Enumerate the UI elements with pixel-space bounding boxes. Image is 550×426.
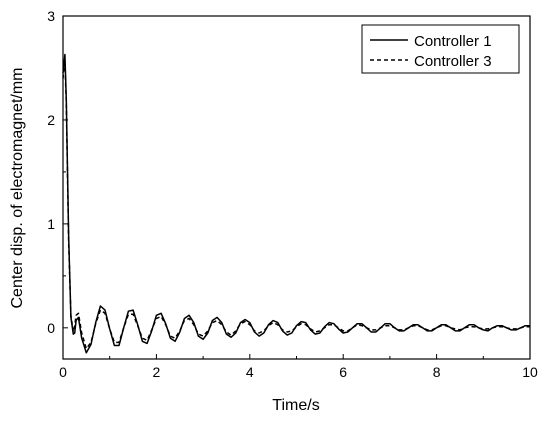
series-lines <box>62 53 530 354</box>
legend-box <box>361 24 520 74</box>
y-tick-label: 3 <box>47 8 55 24</box>
axis-tick-labels: 0 2 4 6 8 10 0 1 2 3 <box>47 8 538 380</box>
series-line-controller-1 <box>62 53 530 354</box>
series-line-controller-3 <box>62 58 530 350</box>
x-tick-label: 2 <box>153 364 161 380</box>
x-axis-label: Time/s <box>272 397 319 414</box>
x-tick-label: 6 <box>339 364 347 380</box>
legend-label-controller-1: Controller 1 <box>414 33 492 50</box>
x-tick-label: 8 <box>433 364 441 380</box>
y-tick-label: 1 <box>47 216 55 232</box>
y-tick-label: 2 <box>47 112 55 128</box>
axis-ticks <box>62 15 531 359</box>
x-tick-label: 4 <box>246 364 254 380</box>
x-tick-label: 10 <box>522 364 538 380</box>
x-tick-label: 0 <box>59 364 67 380</box>
y-tick-label: 0 <box>47 320 55 336</box>
y-axis-label: Center disp. of electromagnet/mm <box>9 68 26 309</box>
legend: Controller 1 Controller 3 <box>361 24 520 74</box>
legend-label-controller-3: Controller 3 <box>414 53 492 70</box>
